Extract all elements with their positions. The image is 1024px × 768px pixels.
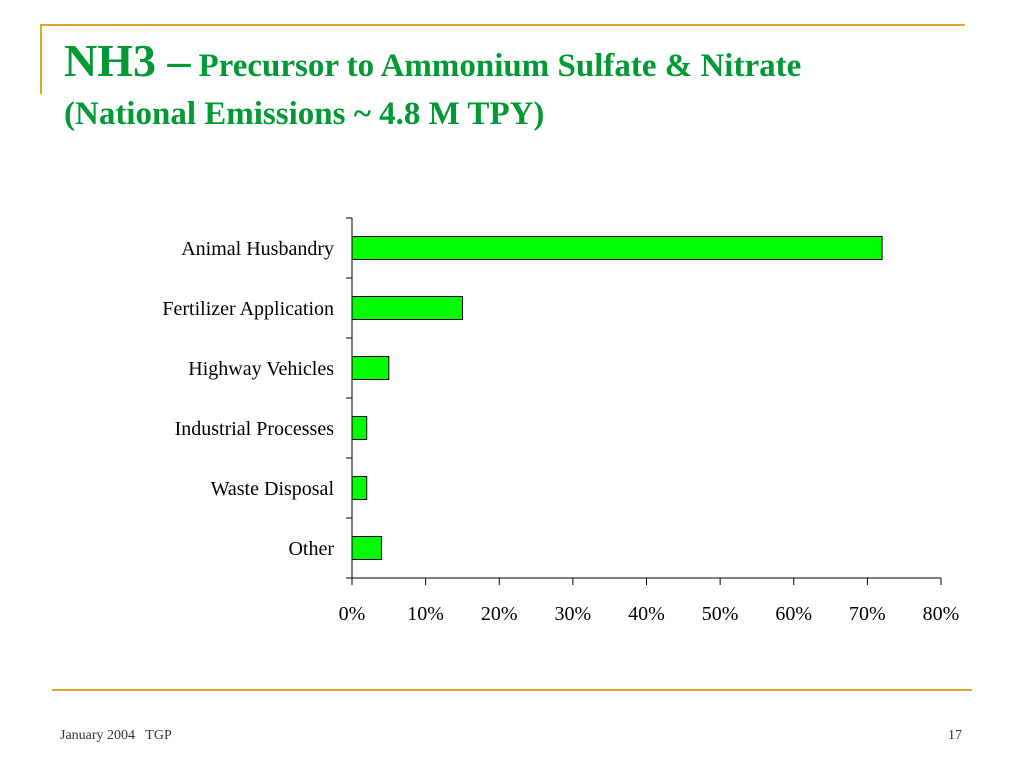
slide-title-rest: Precursor to Ammonium Sulfate & Nitrate: [198, 48, 802, 84]
category-label: Industrial Processes: [175, 418, 335, 440]
category-label: Highway Vehicles: [188, 358, 334, 380]
x-tick-label: 10%: [407, 603, 444, 625]
bar: [351, 416, 368, 440]
category-label: Waste Disposal: [211, 478, 335, 500]
category-label: Other: [288, 538, 334, 560]
page-number: 17: [948, 728, 962, 743]
bar: [351, 296, 463, 320]
slide-title: NH3 – Precursor to Ammonium Sulfate & Ni…: [64, 38, 801, 84]
bar: [351, 356, 390, 380]
x-tick-label: 80%: [923, 603, 960, 625]
frame-vertical-rule: [40, 24, 42, 94]
x-tick-label: 50%: [702, 603, 739, 625]
category-label: Animal Husbandry: [181, 238, 334, 260]
x-tick-label: 60%: [775, 603, 812, 625]
footer-rule: [52, 689, 972, 691]
category-label: Fertilizer Application: [162, 298, 334, 320]
bar: [351, 536, 382, 560]
x-tick-label: 0%: [339, 603, 366, 625]
footer-date: January 2004 TGP: [60, 728, 172, 743]
x-tick-label: 70%: [849, 603, 886, 625]
bar: [351, 476, 368, 500]
bar: [351, 236, 883, 260]
x-tick-label: 20%: [481, 603, 518, 625]
frame-horizontal-rule: [40, 24, 965, 26]
slide-subtitle: (National Emissions ~ 4.8 M TPY): [64, 96, 545, 132]
slide-title-main: NH3 –: [64, 35, 191, 86]
x-tick-label: 40%: [628, 603, 665, 625]
x-tick-label: 30%: [555, 603, 592, 625]
